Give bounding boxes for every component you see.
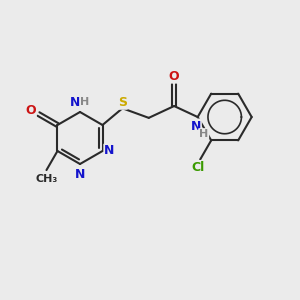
- Text: CH₃: CH₃: [35, 174, 58, 184]
- Text: N: N: [190, 119, 201, 133]
- Text: N: N: [75, 167, 85, 181]
- Text: O: O: [169, 70, 179, 83]
- Text: H: H: [80, 97, 90, 107]
- Text: S: S: [118, 96, 127, 109]
- Text: H: H: [199, 129, 208, 139]
- Text: O: O: [25, 103, 36, 116]
- Text: N: N: [104, 145, 115, 158]
- Text: Cl: Cl: [192, 161, 205, 174]
- Text: N: N: [70, 95, 80, 109]
